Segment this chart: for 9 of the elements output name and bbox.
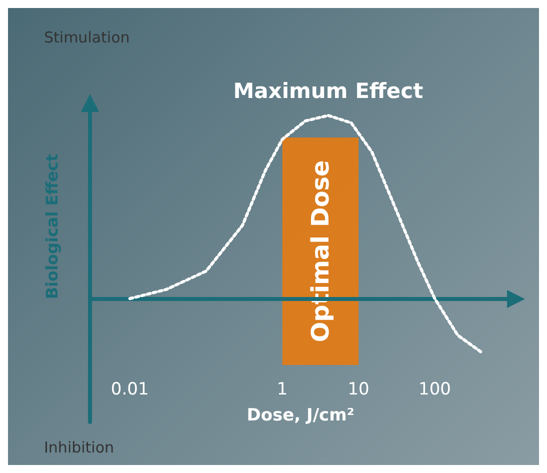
x-axis-title: Dose, J/cm² <box>246 406 354 426</box>
x-tick-label: 1 <box>276 380 288 400</box>
x-tick-label: 0.01 <box>110 380 149 400</box>
x-tick-label: 100 <box>418 380 451 400</box>
text: Stimulation <box>44 28 130 46</box>
annotation: Maximum Effect <box>233 78 424 103</box>
x-tick-label: 10 <box>348 380 370 400</box>
y-axis-title: Biological Effect <box>42 154 62 300</box>
text: Inhibition <box>44 438 114 456</box>
